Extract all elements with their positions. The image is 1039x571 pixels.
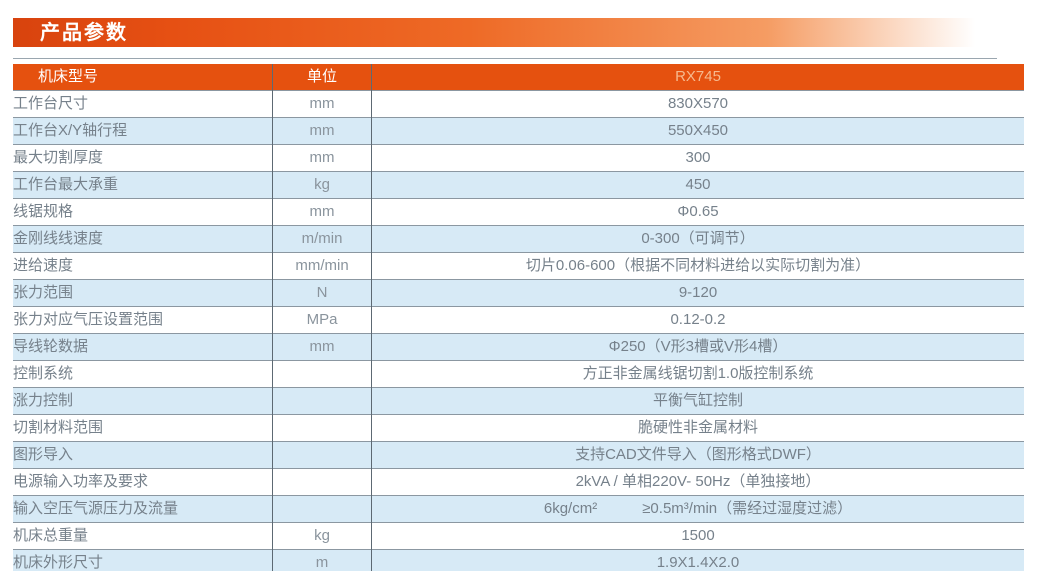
row-label-cell: 张力对应气压设置范围 (13, 306, 273, 334)
table-row: 线锯规格 mm Φ0.65 (13, 198, 1024, 226)
product-spec-table: 机床型号 单位 RX745 工作台尺寸 mm 830X570 工作台X/Y轴行程 mm 5… (13, 64, 1024, 571)
row-unit-cell: mm (272, 90, 372, 118)
row-label-cell: 工作台X/Y轴行程 (13, 117, 273, 145)
row-value-cell: 6kg/cm² ≥0.5m³/min（需经过湿度过滤） (371, 495, 1024, 523)
table-row: 涨力控制 平衡气缸控制 (13, 387, 1024, 415)
row-value-cell: 脆硬性非金属材料 (371, 414, 1024, 442)
header-model-value: RX745 (371, 64, 1024, 91)
row-value-cell: 1500 (371, 522, 1024, 550)
row-value-cell: 切片0.06-600（根据不同材料进给以实际切割为准） (371, 252, 1024, 280)
row-value-cell: 2kVA / 单相220V- 50Hz（单独接地） (371, 468, 1024, 496)
table-row: 最大切割厚度 mm 300 (13, 144, 1024, 172)
row-unit-cell (272, 360, 372, 388)
table-header-row: 机床型号 单位 RX745 (13, 64, 1024, 91)
row-label-cell: 工作台尺寸 (13, 90, 273, 118)
table-row: 进给速度 mm/min 切片0.06-600（根据不同材料进给以实际切割为准） (13, 252, 1024, 280)
row-value-cell: 550X450 (371, 117, 1024, 145)
row-label-cell: 切割材料范围 (13, 414, 273, 442)
row-label-cell: 最大切割厚度 (13, 144, 273, 172)
table-head: 机床型号 单位 RX745 (13, 64, 1024, 91)
row-unit-cell: N (272, 279, 372, 307)
row-value-cell: Φ0.65 (371, 198, 1024, 226)
row-unit-cell: kg (272, 522, 372, 550)
row-label-cell: 涨力控制 (13, 387, 273, 415)
row-value-cell: 0.12-0.2 (371, 306, 1024, 334)
table-row: 控制系统 方正非金属线锯切割1.0版控制系统 (13, 360, 1024, 388)
header-unit-label: 单位 (272, 64, 372, 91)
row-unit-cell: kg (272, 171, 372, 199)
table-row: 导线轮数据 mm Φ250（V形3槽或V形4槽） (13, 333, 1024, 361)
row-label-cell: 线锯规格 (13, 198, 273, 226)
row-unit-cell: mm (272, 333, 372, 361)
row-label-cell: 控制系统 (13, 360, 273, 388)
row-value-cell: 方正非金属线锯切割1.0版控制系统 (371, 360, 1024, 388)
table-row: 张力范围 N 9-120 (13, 279, 1024, 307)
row-label-cell: 机床总重量 (13, 522, 273, 550)
row-value-cell: 1.9X1.4X2.0 (371, 549, 1024, 571)
row-label-cell: 导线轮数据 (13, 333, 273, 361)
table-row: 工作台最大承重 kg 450 (13, 171, 1024, 199)
header-model-label: 机床型号 (13, 64, 273, 91)
row-value-cell: 0-300（可调节） (371, 225, 1024, 253)
row-unit-cell: m (272, 549, 372, 571)
table-row: 图形导入 支持CAD文件导入（图形格式DWF） (13, 441, 1024, 469)
table-row: 工作台X/Y轴行程 mm 550X450 (13, 117, 1024, 145)
row-unit-cell (272, 468, 372, 496)
row-unit-cell: mm (272, 144, 372, 172)
row-unit-cell: mm (272, 198, 372, 226)
table-row: 电源输入功率及要求 2kVA / 单相220V- 50Hz（单独接地） (13, 468, 1024, 496)
section-title: 产品参数 (40, 21, 128, 44)
table-body: 工作台尺寸 mm 830X570 工作台X/Y轴行程 mm 550X450 最大切割厚度 mm… (13, 90, 1024, 571)
row-value-cell: 300 (371, 144, 1024, 172)
row-unit-cell: MPa (272, 306, 372, 334)
row-value-cell: 平衡气缸控制 (371, 387, 1024, 415)
row-label-cell: 工作台最大承重 (13, 171, 273, 199)
row-value-cell: 830X570 (371, 90, 1024, 118)
row-value-cell: 450 (371, 171, 1024, 199)
table-row: 金刚线线速度 m/min 0-300（可调节） (13, 225, 1024, 253)
row-unit-cell: mm/min (272, 252, 372, 280)
row-unit-cell: m/min (272, 225, 372, 253)
row-value-cell: 支持CAD文件导入（图形格式DWF） (371, 441, 1024, 469)
row-label-cell: 金刚线线速度 (13, 225, 273, 253)
row-unit-cell (272, 414, 372, 442)
row-label-cell: 输入空压气源压力及流量 (13, 495, 273, 523)
table-row: 工作台尺寸 mm 830X570 (13, 90, 1024, 118)
table-row: 输入空压气源压力及流量 6kg/cm² ≥0.5m³/min（需经过湿度过滤） (13, 495, 1024, 523)
row-label-cell: 图形导入 (13, 441, 273, 469)
table-row: 机床外形尺寸 m 1.9X1.4X2.0 (13, 549, 1024, 571)
row-unit-cell (272, 387, 372, 415)
row-label-cell: 张力范围 (13, 279, 273, 307)
table-top-rule (13, 58, 997, 59)
row-unit-cell (272, 495, 372, 523)
row-unit-cell: mm (272, 117, 372, 145)
row-label-cell: 进给速度 (13, 252, 273, 280)
row-label-cell: 机床外形尺寸 (13, 549, 273, 571)
row-value-cell: 9-120 (371, 279, 1024, 307)
table-row: 张力对应气压设置范围 MPa 0.12-0.2 (13, 306, 1024, 334)
table-row: 切割材料范围 脆硬性非金属材料 (13, 414, 1024, 442)
section-title-banner: 产品参数 (13, 18, 1005, 47)
row-unit-cell (272, 441, 372, 469)
row-label-cell: 电源输入功率及要求 (13, 468, 273, 496)
row-value-cell: Φ250（V形3槽或V形4槽） (371, 333, 1024, 361)
table-row: 机床总重量 kg 1500 (13, 522, 1024, 550)
